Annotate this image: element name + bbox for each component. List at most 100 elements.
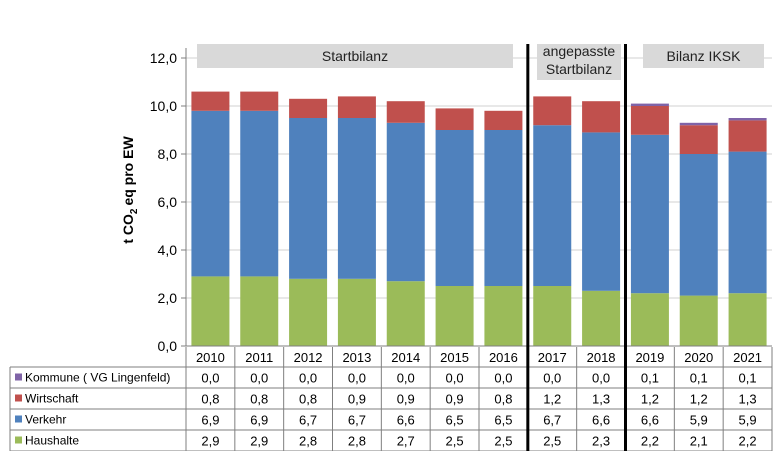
bar-segment [728,293,767,346]
bar-segment [533,125,572,286]
data-label: 0,1 [641,371,659,386]
bar-segment [435,130,474,286]
data-label: 1,3 [739,392,757,407]
x-tick-label: 2016 [489,350,518,365]
data-label: 6,6 [397,413,415,428]
data-label: 6,6 [592,413,610,428]
bar-segment [191,276,230,346]
legend-label: Kommune ( VG Lingenfeld) [25,371,170,385]
data-label: 2,8 [299,434,317,449]
x-tick-label: 2017 [538,350,567,365]
bar-segment [240,110,279,277]
bar-segment [728,118,767,121]
bar-segment [484,110,523,130]
bar-segment [728,151,767,294]
data-label: 2,5 [543,434,561,449]
y-tick-label: 10,0 [150,98,177,114]
period-header-label: Startbilanz [322,48,388,64]
bar-segment [630,106,669,135]
bar-segment [582,132,621,291]
data-label: 6,6 [641,413,659,428]
period-group-headers: Startbilanz angepasste Startbilanz Bilanz I… [197,43,764,80]
data-label: 6,9 [201,413,219,428]
data-label: 1,2 [641,392,659,407]
data-label: 2,5 [494,434,512,449]
period-separators [526,44,627,451]
x-tick-label: 2011 [245,350,273,365]
x-tick-label: 2013 [342,350,371,365]
x-tick-label: 2019 [635,350,664,365]
data-label: 0,0 [494,371,512,386]
data-label: 0,8 [250,392,268,407]
bar-segment [484,286,523,346]
bar-segment [386,281,425,346]
bar-segment [630,134,669,294]
legend-swatch [15,373,22,381]
data-label: 5,9 [690,413,708,428]
data-label: 1,2 [690,392,708,407]
period-header-label: Bilanz IKSK [667,48,742,64]
data-label: 6,5 [494,413,512,428]
bar-segment [386,101,425,123]
bar-segment [582,101,621,133]
data-table: 2010 2011 2012 2013 2014 2015 2016 2017 2018 2019… [9,347,773,451]
y-tick-label: 2,0 [158,290,178,306]
data-label: 5,9 [739,413,757,428]
bar-segment [679,295,718,346]
x-tick-label: 2021 [733,350,762,365]
data-label: 2,3 [592,434,610,449]
data-label: 6,7 [348,413,366,428]
bar-stacks [191,91,767,346]
data-label: 0,0 [250,371,268,386]
bar-segment [386,122,425,282]
x-tick-label: 2015 [440,350,469,365]
data-label: 2,9 [201,434,219,449]
legend-label: Haushalte [25,434,79,448]
bar-segment [191,91,230,111]
legend-label: Wirtschaft [25,392,79,406]
data-label: 0,1 [690,371,708,386]
data-label: 2,2 [641,434,659,449]
data-label: 6,5 [446,413,464,428]
data-label: 0,8 [299,392,317,407]
data-label: 0,0 [543,371,561,386]
y-axis-title: t CO2eq pro EW [120,136,140,244]
data-label: 0,0 [446,371,464,386]
bar-segment [337,118,376,279]
data-label: 2,1 [690,434,708,449]
data-label: 6,9 [250,413,268,428]
data-label: 2,5 [446,434,464,449]
data-label: 0,1 [739,371,757,386]
bar-segment [289,118,328,279]
data-label: 0,8 [494,392,512,407]
bar-segment [337,96,376,118]
bar-segment [679,125,718,154]
period-header-label: angepasste [543,43,616,59]
legend-swatch [15,415,22,423]
period-header-band [197,44,513,68]
y-tick-labels: 0,0 2,0 4,0 6,0 8,0 10,0 12,0 [150,50,177,354]
data-label: 6,7 [543,413,561,428]
data-label: 0,9 [397,392,415,407]
data-label: 2,7 [397,434,415,449]
data-label: 2,2 [739,434,757,449]
bar-segment [435,286,474,346]
data-label: 2,8 [348,434,366,449]
data-label: 0,9 [348,392,366,407]
bar-segment [435,108,474,130]
bar-segment [240,276,279,346]
y-tick-label: 8,0 [158,146,178,162]
data-label: 0,0 [201,371,219,386]
data-label: 0,0 [592,371,610,386]
data-label: 1,2 [543,392,561,407]
period-header-band [537,44,621,80]
period-header-label: Startbilanz [546,61,612,77]
data-label: 0,0 [299,371,317,386]
x-tick-label: 2010 [196,350,225,365]
x-tick-label: 2020 [684,350,713,365]
bar-segment [289,278,328,346]
legend-swatch [15,436,22,444]
x-tick-label: 2018 [587,350,616,365]
data-label: 0,9 [446,392,464,407]
